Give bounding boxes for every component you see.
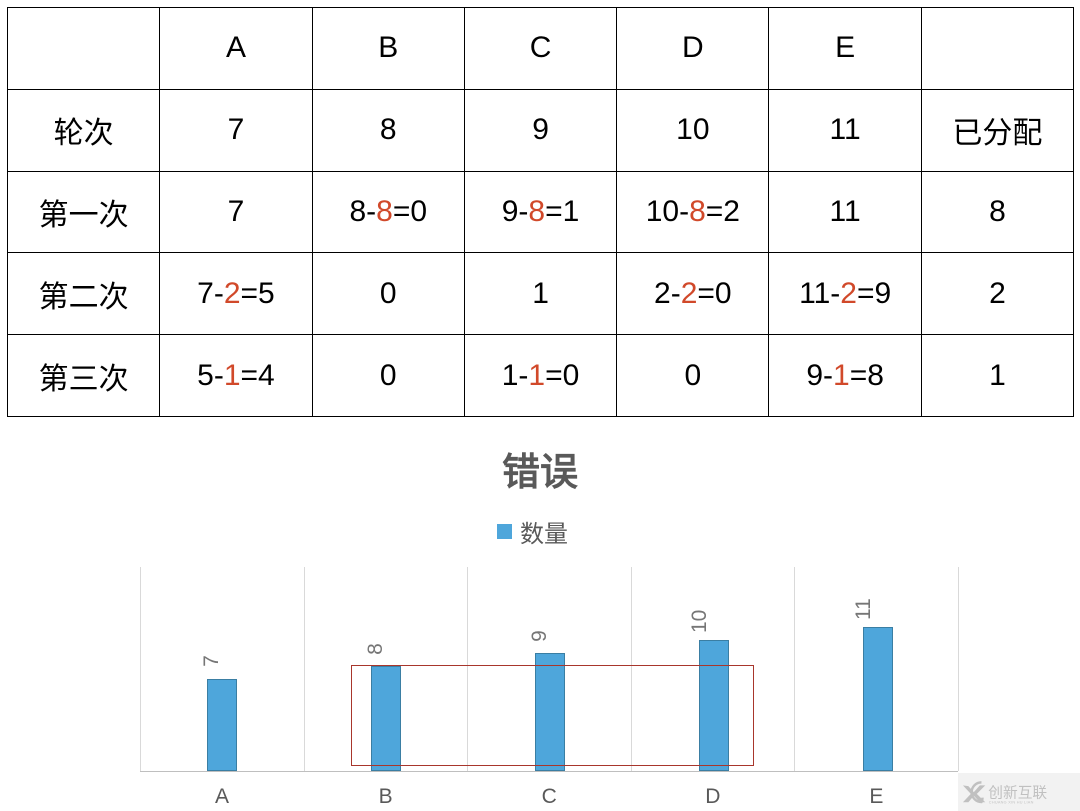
svg-text:创新互联: 创新互联 bbox=[988, 785, 1047, 802]
svg-text:CHUANG XIN HU LIAN: CHUANG XIN HU LIAN bbox=[989, 801, 1034, 805]
